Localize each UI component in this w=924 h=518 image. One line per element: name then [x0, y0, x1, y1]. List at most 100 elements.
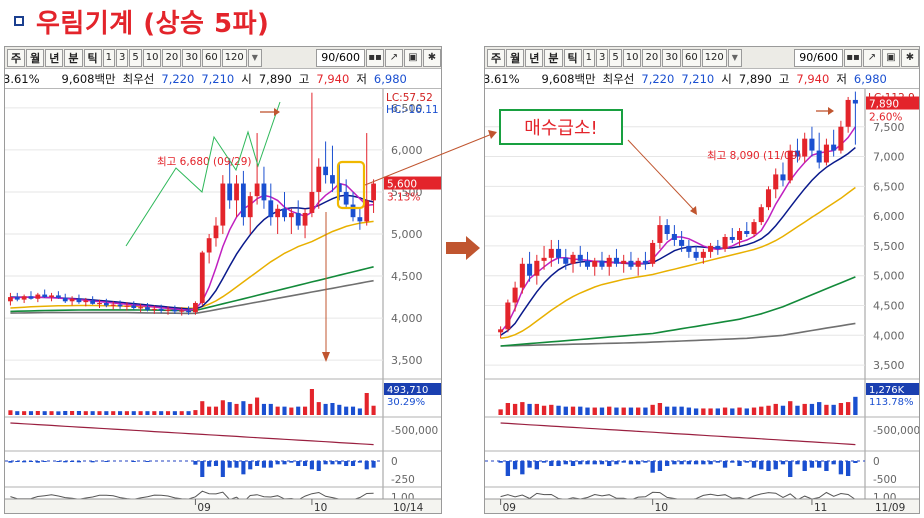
indicator-2-bar — [853, 461, 858, 463]
indicator-1-tick-label: -500,000 — [391, 425, 438, 437]
volume-bar — [22, 411, 27, 415]
indicator-2-bar — [838, 461, 844, 475]
interval-1-button[interactable]: 1 — [102, 48, 115, 67]
save-icon[interactable]: ▣ — [882, 48, 900, 67]
volume-bar — [657, 403, 663, 415]
interval-dropdown-icon[interactable]: ▼ — [727, 48, 742, 67]
indicator-2-bar — [303, 461, 308, 466]
quote-high: 7,940 — [796, 71, 830, 86]
draw-tool-icon[interactable]: ↗ — [385, 48, 403, 67]
candle-body — [650, 242, 656, 264]
indicator-1-line — [500, 422, 856, 446]
indicator-2-bar — [330, 461, 335, 465]
volume-bar — [845, 402, 851, 415]
interval-1-button[interactable]: 1 — [582, 48, 595, 67]
volume-bar — [802, 403, 807, 415]
candle-body — [765, 189, 772, 208]
period-tick-button[interactable]: 틱 — [563, 48, 582, 67]
interval-10-button[interactable]: 10 — [622, 48, 642, 67]
moving-average-ma20 — [500, 186, 856, 340]
indicator-2-bar — [534, 461, 539, 470]
candle-body — [621, 260, 627, 264]
crosshair-icon[interactable]: ▪▪ — [366, 48, 384, 67]
hc-label: HC:-16.11 — [386, 104, 439, 116]
candle-body — [14, 297, 20, 300]
indicator-2-bar — [104, 461, 109, 462]
candle-body — [323, 166, 329, 176]
crosshair-icon[interactable]: ▪▪ — [844, 48, 862, 67]
price-axis-tick-label: 3,500 — [873, 359, 905, 372]
interval-5-button[interactable]: 5 — [609, 48, 622, 67]
period-month-button[interactable]: 월 — [26, 48, 45, 67]
candle-body — [268, 200, 274, 218]
interval-5-button[interactable]: 5 — [129, 48, 142, 67]
high-price-note: 최고 8,090 (11/09) — [707, 150, 802, 162]
candle-body — [505, 302, 511, 330]
candle-body — [729, 236, 735, 240]
interval-20-button[interactable]: 20 — [642, 48, 662, 67]
interval-120-button[interactable]: 120 — [701, 48, 727, 67]
candle-body — [69, 298, 75, 302]
volume-bar — [131, 411, 136, 415]
volume-bar — [145, 411, 150, 415]
period-year-button[interactable]: 년 — [45, 48, 64, 67]
quote-change: 3.61% — [4, 71, 40, 86]
volume-bar — [207, 406, 212, 415]
period-month-button[interactable]: 월 — [506, 48, 525, 67]
x-axis-tick-label: 10 — [314, 502, 327, 514]
quote-open: 7,890 — [738, 71, 772, 86]
volume-bar — [636, 407, 641, 415]
x-axis-tick-label: 09 — [503, 502, 516, 514]
interval-30-button[interactable]: 30 — [182, 48, 201, 67]
interval-30-button[interactable]: 30 — [662, 48, 681, 67]
volume-bar — [708, 408, 713, 415]
price-axis-tick-label: 3,500 — [391, 354, 423, 367]
indicator-2-bar — [643, 461, 648, 463]
indicator-2-bar — [657, 461, 663, 471]
save-icon[interactable]: ▣ — [404, 48, 422, 67]
interval-120-button[interactable]: 120 — [221, 48, 247, 67]
bar-count-field[interactable]: 90/600 — [316, 48, 365, 67]
price-axis-tick-label: 4,000 — [873, 329, 905, 342]
indicator-2-bar — [227, 461, 232, 468]
candle-body — [744, 231, 750, 234]
interval-60-button[interactable]: 60 — [201, 48, 221, 67]
volume-bar — [172, 411, 177, 415]
quote-bar: 3.61% 9,608백만 최우선 7,220 7,210 시 7,890 고 … — [485, 69, 919, 89]
candle-body — [302, 212, 308, 226]
volume-bar — [8, 410, 13, 415]
volume-bar — [672, 406, 677, 415]
interval-3-button[interactable]: 3 — [116, 48, 129, 67]
volume-bar — [715, 408, 720, 415]
indicator-2-bar — [35, 461, 40, 463]
candle-body — [606, 257, 612, 267]
candle-body — [852, 99, 858, 104]
interval-10-button[interactable]: 10 — [142, 48, 162, 67]
interval-60-button[interactable]: 60 — [681, 48, 701, 67]
candle-body — [145, 307, 150, 310]
draw-tool-icon[interactable]: ↗ — [863, 48, 881, 67]
candle-body — [700, 251, 706, 258]
candle-body — [42, 294, 48, 298]
period-tick-button[interactable]: 틱 — [83, 48, 102, 67]
volume-bar — [28, 411, 34, 415]
interval-dropdown-icon[interactable]: ▼ — [247, 48, 262, 67]
volume-bar — [200, 401, 205, 415]
volume-bar — [49, 411, 54, 415]
indicator-2-bar — [592, 461, 597, 465]
candle-body — [570, 254, 576, 264]
gear-icon[interactable]: ✱ — [901, 48, 919, 67]
bar-count-field[interactable]: 90/600 — [794, 48, 843, 67]
interval-20-button[interactable]: 20 — [162, 48, 182, 67]
period-minute-button[interactable]: 분 — [64, 48, 83, 67]
candle-body — [371, 183, 376, 201]
period-year-button[interactable]: 년 — [525, 48, 544, 67]
interval-3-button[interactable]: 3 — [596, 48, 609, 67]
volume-bar — [788, 401, 793, 415]
indicator-2-bar — [145, 461, 150, 462]
gear-icon[interactable]: ✱ — [423, 48, 441, 67]
period-week-button[interactable]: 주 — [487, 48, 506, 67]
period-minute-button[interactable]: 분 — [544, 48, 563, 67]
period-week-button[interactable]: 주 — [7, 48, 26, 67]
price-axis-tick-label: 4,500 — [873, 300, 905, 313]
